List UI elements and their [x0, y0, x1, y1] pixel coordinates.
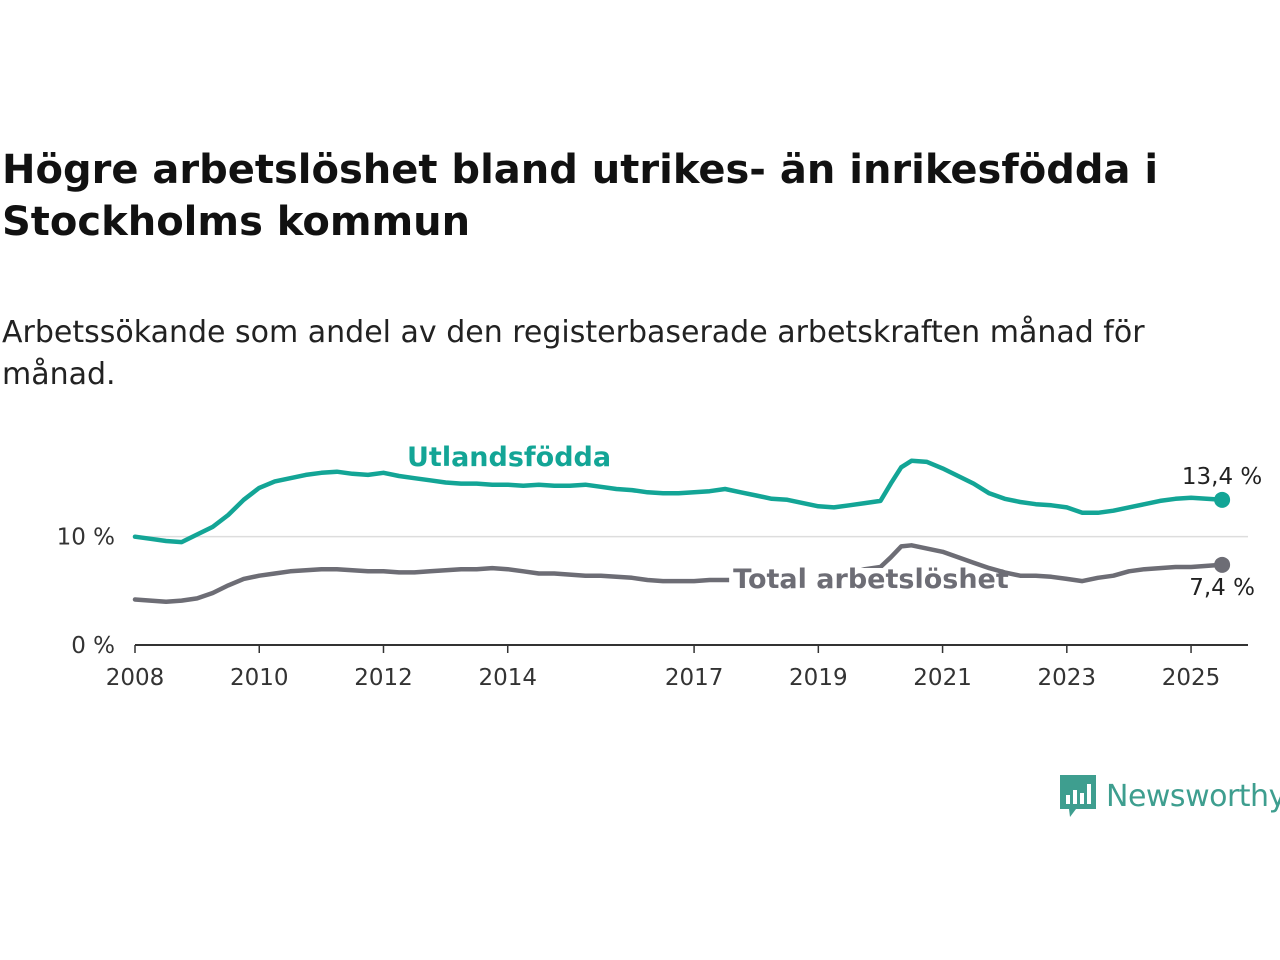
- chart-subtitle: Arbetssökande som andel av den registerb…: [2, 315, 1145, 392]
- x-tick-label: 2025: [1162, 665, 1221, 691]
- x-tick-label: 2019: [789, 665, 848, 691]
- brand-name: Newsworthy: [1106, 778, 1280, 814]
- newsworthy-logo-icon: [1060, 775, 1096, 817]
- series-end-point: [1214, 491, 1231, 508]
- x-tick-label: 2008: [106, 665, 165, 691]
- x-tick-label: 2021: [913, 665, 972, 691]
- line-chart: 0 % 10 % 2008 2010 2012 2014 2017 2019 2021 2023 2…: [57, 442, 1263, 691]
- x-tick-label: 2010: [230, 665, 289, 691]
- series-label-halo: [403, 446, 594, 474]
- chart-title: Högre arbetslöshet bland utrikes- än inr…: [2, 147, 1159, 245]
- x-tick-label: 2012: [354, 665, 413, 691]
- x-tick-label: 2017: [665, 665, 724, 691]
- axis-layer: 0 % 10 % 2008 2010 2012 2014 2017 2019 2021 2023 2…: [57, 525, 1248, 691]
- series-end-value-label: 13,4 %: [1182, 464, 1262, 490]
- label-layer: Utlandsfödda 13,4 % Total arbetslöshet 7,4 …: [403, 442, 1262, 601]
- series-label-halo: [729, 568, 978, 596]
- x-tick-label: 2023: [1038, 665, 1097, 691]
- x-tick-label: 2014: [478, 665, 537, 691]
- series-end-value-label: 7,4 %: [1189, 575, 1255, 601]
- series-label: Utlandsfödda: [407, 442, 611, 473]
- y-tick-label: 10 %: [57, 525, 115, 551]
- brand-logo: Newsworthy: [1058, 772, 1280, 820]
- y-tick-label: 0 %: [71, 633, 115, 659]
- series-layer: [132, 458, 1231, 604]
- series-line: [132, 543, 1225, 604]
- series-line: [132, 458, 1225, 545]
- series-label: Total arbetslöshet: [733, 564, 1009, 595]
- series-end-point: [1214, 556, 1231, 573]
